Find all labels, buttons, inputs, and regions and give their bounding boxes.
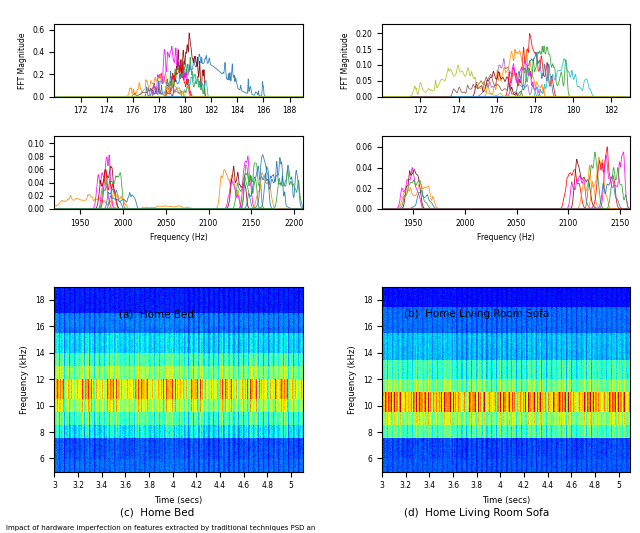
Text: (d)  Home Living Room Sofa: (d) Home Living Room Sofa xyxy=(404,508,549,518)
X-axis label: Time (secs): Time (secs) xyxy=(482,496,531,505)
Text: (c)  Home Bed: (c) Home Bed xyxy=(120,508,194,518)
Text: Impact of hardware imperfection on features extracted by traditional techniques : Impact of hardware imperfection on featu… xyxy=(6,526,316,531)
X-axis label: Frequency (Hz): Frequency (Hz) xyxy=(477,233,535,243)
Y-axis label: Frequency (kHz): Frequency (kHz) xyxy=(348,345,357,414)
Y-axis label: Frequency (kHz): Frequency (kHz) xyxy=(20,345,29,414)
X-axis label: Frequency (Hz): Frequency (Hz) xyxy=(150,233,207,243)
Y-axis label: FFT Magnitude: FFT Magnitude xyxy=(18,32,27,88)
X-axis label: Time (secs): Time (secs) xyxy=(154,496,203,505)
Y-axis label: FFT Magnitude: FFT Magnitude xyxy=(341,32,350,88)
Text: (a)  Home Bed: (a) Home Bed xyxy=(120,309,194,319)
Text: (b)  Home Living Room Sofa: (b) Home Living Room Sofa xyxy=(404,309,549,319)
